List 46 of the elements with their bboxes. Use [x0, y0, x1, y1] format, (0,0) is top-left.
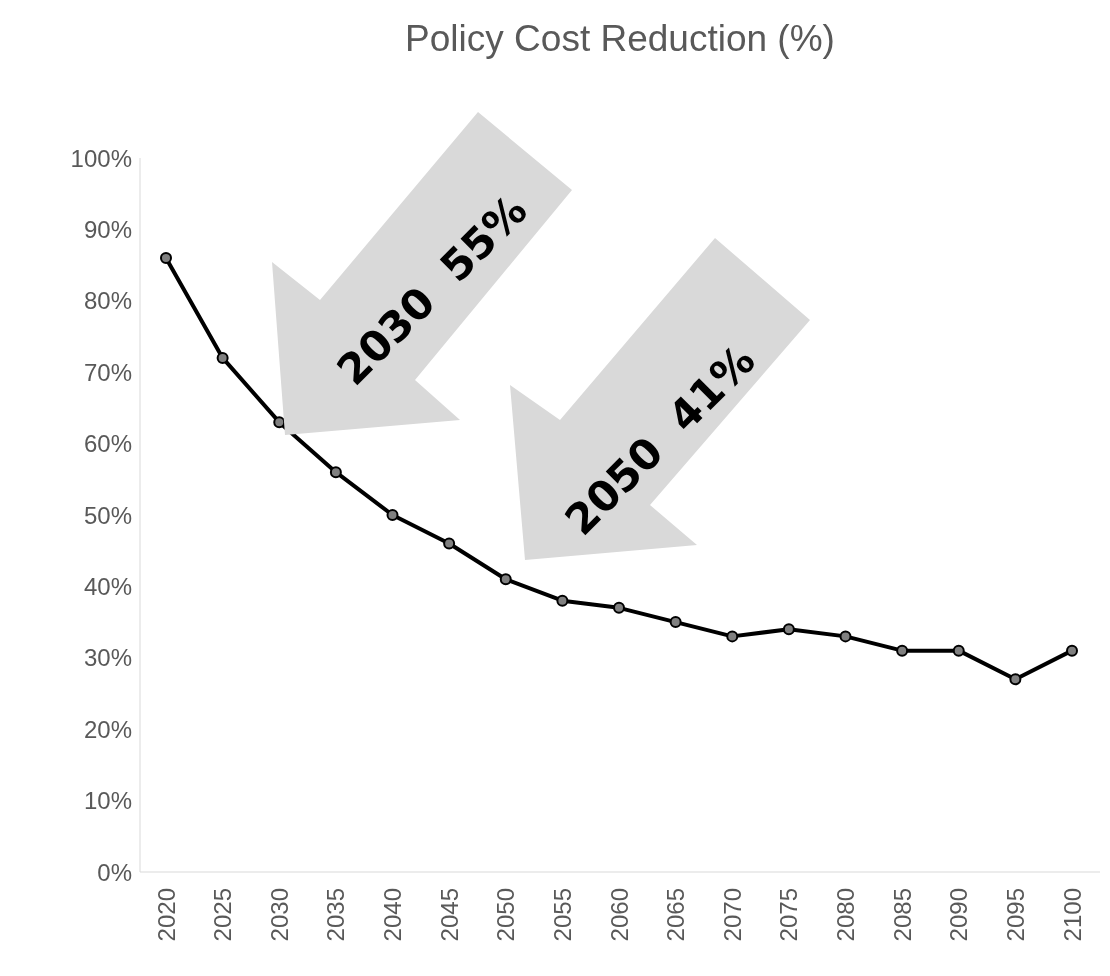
y-tick-label: 60%: [83, 430, 132, 458]
x-tick-label: 2035: [322, 888, 350, 942]
x-tick-label: 2045: [435, 888, 463, 942]
x-tick-label: 2095: [1001, 888, 1029, 942]
x-tick-label: 2060: [605, 888, 633, 942]
chart-title: Policy Cost Reduction (%): [404, 18, 836, 60]
x-tick-label: 2085: [888, 888, 916, 942]
point: [499, 573, 512, 586]
point: [613, 601, 625, 614]
x-tick-label: 2065: [662, 888, 690, 942]
x-tick-label: 2090: [945, 888, 973, 942]
y-tick-label: 40%: [83, 572, 132, 600]
y-tick-label: 20%: [83, 715, 132, 743]
point: [782, 623, 795, 636]
x-tick-label: 2100: [1058, 888, 1086, 942]
y-tick-label: 70%: [83, 358, 132, 386]
y-tick-label: 0%: [97, 858, 132, 886]
y-tick-label: 10%: [83, 787, 132, 815]
point: [386, 509, 399, 521]
x-tick-label: 2050: [492, 888, 520, 942]
point: [443, 537, 456, 550]
y-tick-label: 90%: [83, 215, 132, 243]
point: [160, 251, 172, 264]
point: [556, 594, 569, 607]
point: [896, 644, 909, 657]
x-tick-label: 2075: [775, 888, 803, 942]
y-tick-label: 30%: [83, 644, 132, 672]
point: [839, 630, 852, 643]
point: [329, 466, 342, 479]
x-tick-label: 2025: [209, 888, 237, 942]
point: [726, 630, 739, 643]
x-tick-label: 2020: [152, 888, 180, 942]
y-tick-label: 50%: [83, 501, 132, 529]
x-tick-label: 2080: [832, 888, 859, 942]
point: [1009, 673, 1022, 686]
y-tick-label: 100%: [70, 144, 132, 172]
x-tick-label: 2055: [548, 888, 576, 942]
point: [216, 351, 229, 364]
x-tick-label: 2070: [718, 888, 746, 942]
point: [669, 616, 682, 629]
x-tick-label: 2030: [265, 888, 293, 942]
x-tick-label: 2040: [379, 888, 406, 942]
point: [1066, 644, 1078, 657]
y-tick-label: 80%: [83, 287, 132, 315]
point: [952, 644, 965, 657]
point: [273, 416, 286, 429]
